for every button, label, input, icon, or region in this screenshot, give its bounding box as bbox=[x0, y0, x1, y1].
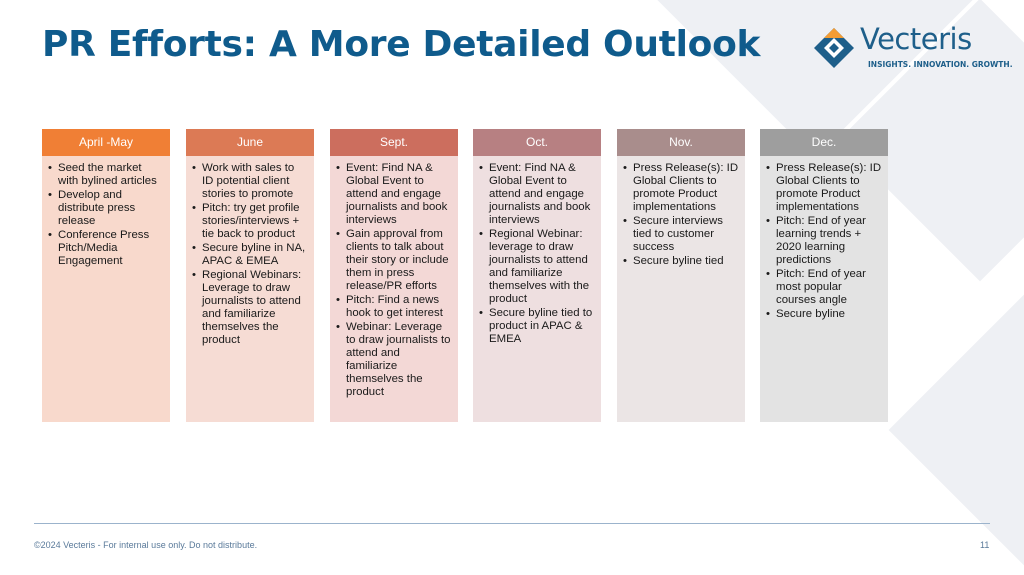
bullet-item: Press Release(s): ID Global Clients to p… bbox=[766, 162, 882, 214]
background-shape bbox=[888, 288, 1024, 572]
bullet-item: Regional Webinar: leverage to draw journ… bbox=[479, 228, 595, 306]
page-number: 11 bbox=[980, 540, 990, 550]
bullet-item: Secure byline bbox=[766, 308, 882, 321]
column-bullets: Seed the market with bylined articles De… bbox=[42, 156, 170, 268]
bullet-item: Secure byline tied to product in APAC & … bbox=[479, 307, 595, 346]
vecteris-logo: Vecteris INSIGHTS. INNOVATION. GROWTH. bbox=[812, 22, 1013, 72]
bullet-item: Secure byline tied bbox=[623, 255, 739, 268]
bullet-item: Pitch: try get profile stories/interview… bbox=[192, 202, 308, 241]
column-header: June bbox=[186, 129, 314, 156]
logo-tagline: INSIGHTS. INNOVATION. GROWTH. bbox=[868, 60, 1013, 69]
bullet-item: Conference Press Pitch/Media Engagement bbox=[48, 229, 164, 268]
column-header: Sept. bbox=[330, 129, 458, 156]
column-bullets: Press Release(s): ID Global Clients to p… bbox=[617, 156, 745, 268]
timeline-column-dec: Dec. Press Release(s): ID Global Clients… bbox=[760, 129, 888, 422]
timeline-column-oct: Oct. Event: Find NA & Global Event to at… bbox=[473, 129, 601, 422]
timeline-column-nov: Nov. Press Release(s): ID Global Clients… bbox=[617, 129, 745, 422]
bullet-item: Gain approval from clients to talk about… bbox=[336, 228, 452, 293]
bullet-item: Webinar: Leverage to draw journalists to… bbox=[336, 321, 452, 399]
bullet-item: Develop and distribute press release bbox=[48, 189, 164, 228]
diamond-logo-icon bbox=[814, 28, 854, 68]
bullet-item: Secure byline in NA, APAC & EMEA bbox=[192, 242, 308, 268]
footer-divider bbox=[34, 523, 990, 524]
column-bullets: Event: Find NA & Global Event to attend … bbox=[330, 156, 458, 399]
timeline-column-sept: Sept. Event: Find NA & Global Event to a… bbox=[330, 129, 458, 422]
footer-copyright: ©2024 Vecteris - For internal use only. … bbox=[34, 540, 258, 550]
column-header: Dec. bbox=[760, 129, 888, 156]
bullet-item: Pitch: Find a news hook to get interest bbox=[336, 294, 452, 320]
bullet-item: Secure interviews tied to customer succe… bbox=[623, 215, 739, 254]
bullet-item: Pitch: End of year most popular courses … bbox=[766, 268, 882, 307]
timeline-column-june: June Work with sales to ID potential cli… bbox=[186, 129, 314, 422]
bullet-item: Regional Webinars: Leverage to draw jour… bbox=[192, 269, 308, 347]
column-bullets: Work with sales to ID potential client s… bbox=[186, 156, 314, 347]
column-header: April -May bbox=[42, 129, 170, 156]
slide-title: PR Efforts: A More Detailed Outlook bbox=[42, 24, 761, 65]
timeline-column-april-may: April -May Seed the market with bylined … bbox=[42, 129, 170, 422]
column-bullets: Event: Find NA & Global Event to attend … bbox=[473, 156, 601, 346]
bullet-item: Event: Find NA & Global Event to attend … bbox=[479, 162, 595, 227]
column-header: Nov. bbox=[617, 129, 745, 156]
bullet-item: Event: Find NA & Global Event to attend … bbox=[336, 162, 452, 227]
column-header: Oct. bbox=[473, 129, 601, 156]
bullet-item: Pitch: End of year learning trends + 202… bbox=[766, 215, 882, 267]
bullet-item: Seed the market with bylined articles bbox=[48, 162, 164, 188]
bullet-item: Press Release(s): ID Global Clients to p… bbox=[623, 162, 739, 214]
bullet-item: Work with sales to ID potential client s… bbox=[192, 162, 308, 201]
logo-name: Vecteris bbox=[860, 22, 972, 56]
column-bullets: Press Release(s): ID Global Clients to p… bbox=[760, 156, 888, 321]
